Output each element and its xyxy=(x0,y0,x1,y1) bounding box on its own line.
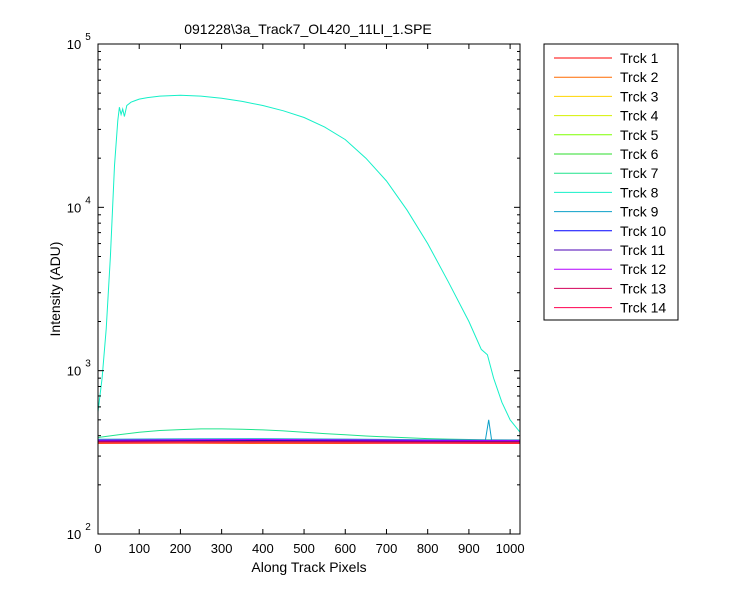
legend-label-2: Trck 2 xyxy=(620,69,659,85)
series-line-8 xyxy=(97,94,521,433)
x-tick-label: 600 xyxy=(334,541,356,556)
legend-label-7: Trck 7 xyxy=(620,165,659,181)
x-axis: 0 100 200 300 400 500 600 700 800 900 1000 xyxy=(94,44,525,556)
x-tick-label: 400 xyxy=(252,541,274,556)
y-axis: 10 2 10 3 10 4 10 5 xyxy=(67,32,520,542)
y-tick-label: 10 xyxy=(67,200,81,215)
legend-label-12: Trck 12 xyxy=(620,261,666,277)
legend-label-14: Trck 14 xyxy=(620,300,666,316)
chart-title: 091228\3a_Track7_OL420_11LI_1.SPE xyxy=(184,21,432,37)
x-tick-label: 700 xyxy=(376,541,398,556)
legend-label-1: Trck 1 xyxy=(620,50,659,66)
x-tick-label: 100 xyxy=(128,541,150,556)
x-tick-label: 900 xyxy=(458,541,480,556)
y-tick-exponent: 3 xyxy=(85,359,91,370)
legend-box xyxy=(543,43,679,321)
legend-label-10: Trck 10 xyxy=(620,223,666,239)
legend-label-3: Trck 3 xyxy=(620,88,659,104)
legend: Trck 1 Trck 2 Trck 3 Trck 4 Trck 5 Trck 6 Trck… xyxy=(543,43,679,321)
x-tick-label: 300 xyxy=(211,541,233,556)
x-axis-label: Along Track Pixels xyxy=(251,559,366,575)
x-tick-label: 0 xyxy=(94,541,101,556)
series-line-7 xyxy=(97,428,521,441)
legend-label-8: Trck 8 xyxy=(620,184,659,200)
y-tick-label: 10 xyxy=(67,37,81,52)
series-line-11 xyxy=(97,440,521,443)
legend-label-11: Trck 11 xyxy=(620,242,665,258)
x-tick-label: 800 xyxy=(417,541,439,556)
legend-label-9: Trck 9 xyxy=(620,204,659,220)
legend-label-4: Trck 4 xyxy=(620,108,659,124)
y-tick-exponent: 4 xyxy=(85,195,91,206)
y-tick-exponent: 5 xyxy=(85,32,91,43)
axes-box xyxy=(97,43,521,535)
y-axis-label: Intensity (ADU) xyxy=(47,242,63,337)
y-tick-label: 10 xyxy=(67,527,81,542)
legend-label-6: Trck 6 xyxy=(620,146,659,162)
y-tick-exponent: 2 xyxy=(85,522,91,533)
y-tick-label: 10 xyxy=(67,364,81,379)
x-tick-label: 1000 xyxy=(496,541,525,556)
series-layer xyxy=(97,94,521,444)
legend-label-5: Trck 5 xyxy=(620,127,659,143)
series-line-12 xyxy=(97,438,521,441)
x-tick-label: 200 xyxy=(170,541,192,556)
x-tick-label: 500 xyxy=(293,541,315,556)
legend-label-13: Trck 13 xyxy=(620,280,666,296)
legend-items: Trck 1 Trck 2 Trck 3 Trck 4 Trck 5 Trck 6 Trck… xyxy=(554,50,666,316)
